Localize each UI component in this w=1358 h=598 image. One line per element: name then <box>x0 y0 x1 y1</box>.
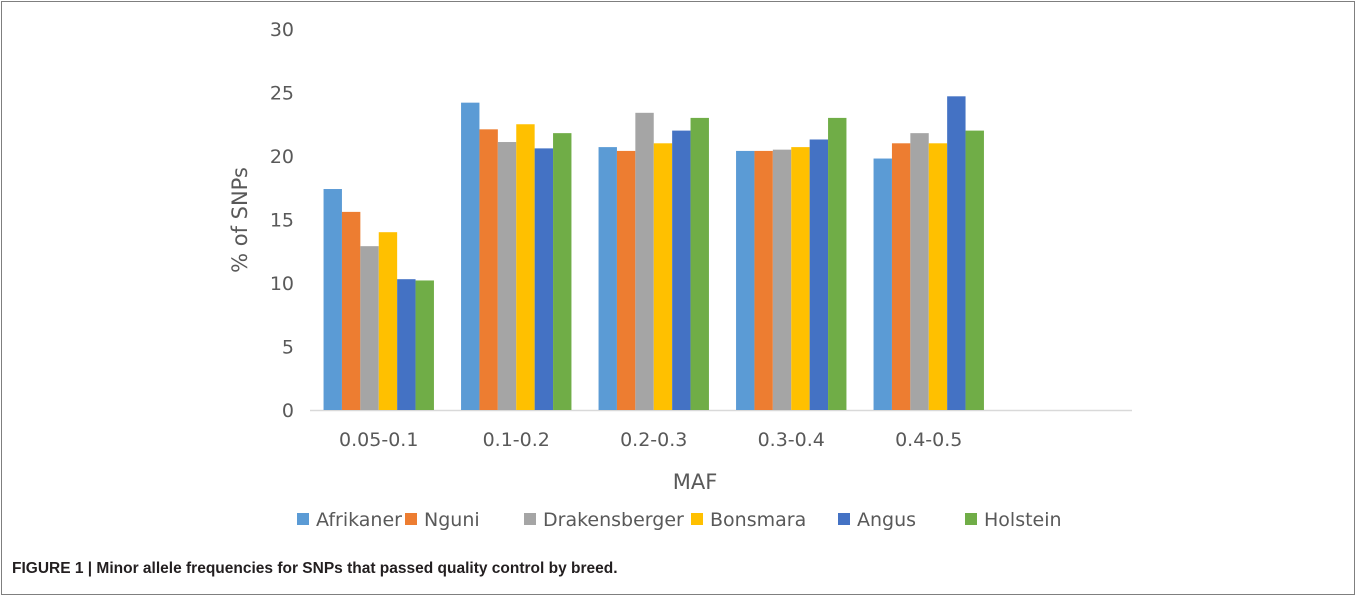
x-tick-label: 0.2-0.3 <box>620 429 687 451</box>
bar-afrikaner-0.3-0.4 <box>736 150 755 411</box>
bar-bonsmara-0.4-0.5 <box>928 143 948 411</box>
bar-nguni-0.2-0.3 <box>616 150 636 411</box>
legend-label-holstein: Holstein <box>984 509 1062 531</box>
legend-label-afrikaner: Afrikaner <box>316 509 402 531</box>
x-axis-ticks: 0.05-0.1 0.1-0.2 0.2-0.3 0.3-0.4 0.4-0.5 <box>339 429 962 451</box>
legend-swatch-nguni <box>405 513 417 525</box>
x-tick-label: 0.05-0.1 <box>339 429 418 451</box>
bar-drakensberger-0.1-0.2 <box>497 142 517 410</box>
legend-label-angus: Angus <box>857 509 916 531</box>
bar-afrikaner-0.05-0.1 <box>323 189 342 410</box>
bar-angus-0.3-0.4 <box>809 139 829 411</box>
bar-nguni-0.05-0.1 <box>341 211 361 410</box>
bar-angus-0.1-0.2 <box>534 148 554 410</box>
y-tick-label: 20 <box>270 146 294 168</box>
bar-holstein-0.3-0.4 <box>828 117 847 411</box>
x-axis-title: MAF <box>673 470 718 494</box>
y-tick-label: 15 <box>270 210 294 232</box>
x-tick-label: 0.1-0.2 <box>483 429 550 451</box>
bar-nguni-0.1-0.2 <box>479 129 498 410</box>
bar-afrikaner-0.4-0.5 <box>873 158 892 410</box>
bar-bonsmara-0.1-0.2 <box>516 124 535 410</box>
bar-drakensberger-0.05-0.1 <box>360 246 379 410</box>
y-axis-title: % of SNPs <box>228 167 252 273</box>
y-tick-label: 10 <box>270 273 294 295</box>
bar-holstein-0.05-0.1 <box>415 280 434 410</box>
legend-swatch-holstein <box>965 513 977 525</box>
y-tick-label: 30 <box>270 19 294 41</box>
x-tick-label: 0.3-0.4 <box>758 429 825 451</box>
bar-drakensberger-0.2-0.3 <box>635 112 654 410</box>
bar-nguni-0.3-0.4 <box>754 150 773 411</box>
bar-bonsmara-0.05-0.1 <box>378 232 398 410</box>
bars <box>323 96 984 411</box>
y-tick-label: 25 <box>270 83 294 105</box>
legend-swatch-afrikaner <box>297 513 309 525</box>
bar-holstein-0.2-0.3 <box>690 117 709 411</box>
figure-caption: FIGURE 1 | Minor allele frequencies for … <box>12 560 618 577</box>
bar-drakensberger-0.3-0.4 <box>772 149 792 410</box>
legend-label-nguni: Nguni <box>424 509 480 531</box>
bar-drakensberger-0.4-0.5 <box>910 133 929 410</box>
y-tick-label: 5 <box>282 337 294 359</box>
legend-swatch-angus <box>838 513 850 525</box>
bar-afrikaner-0.2-0.3 <box>598 147 617 411</box>
x-tick-label: 0.4-0.5 <box>895 429 962 451</box>
y-axis-ticks: 0 5 10 15 20 25 30 <box>270 19 294 422</box>
bar-angus-0.2-0.3 <box>672 130 691 410</box>
bar-holstein-0.1-0.2 <box>553 133 572 410</box>
legend-swatch-bonsmara <box>691 513 703 525</box>
bar-holstein-0.4-0.5 <box>965 130 984 410</box>
y-tick-label: 0 <box>282 400 294 422</box>
bar-angus-0.4-0.5 <box>947 96 966 410</box>
bar-afrikaner-0.1-0.2 <box>461 102 480 410</box>
bar-nguni-0.4-0.5 <box>891 143 911 411</box>
legend-label-bonsmara: Bonsmara <box>710 509 806 531</box>
bar-angus-0.05-0.1 <box>397 279 416 410</box>
legend-label-drakensberger: Drakensberger <box>543 509 684 531</box>
bar-bonsmara-0.3-0.4 <box>791 147 810 411</box>
bar-bonsmara-0.2-0.3 <box>653 143 673 411</box>
legend: Afrikaner Nguni Drakensberger Bonsmara Angus… <box>297 509 1062 531</box>
legend-swatch-drakensberger <box>524 513 536 525</box>
